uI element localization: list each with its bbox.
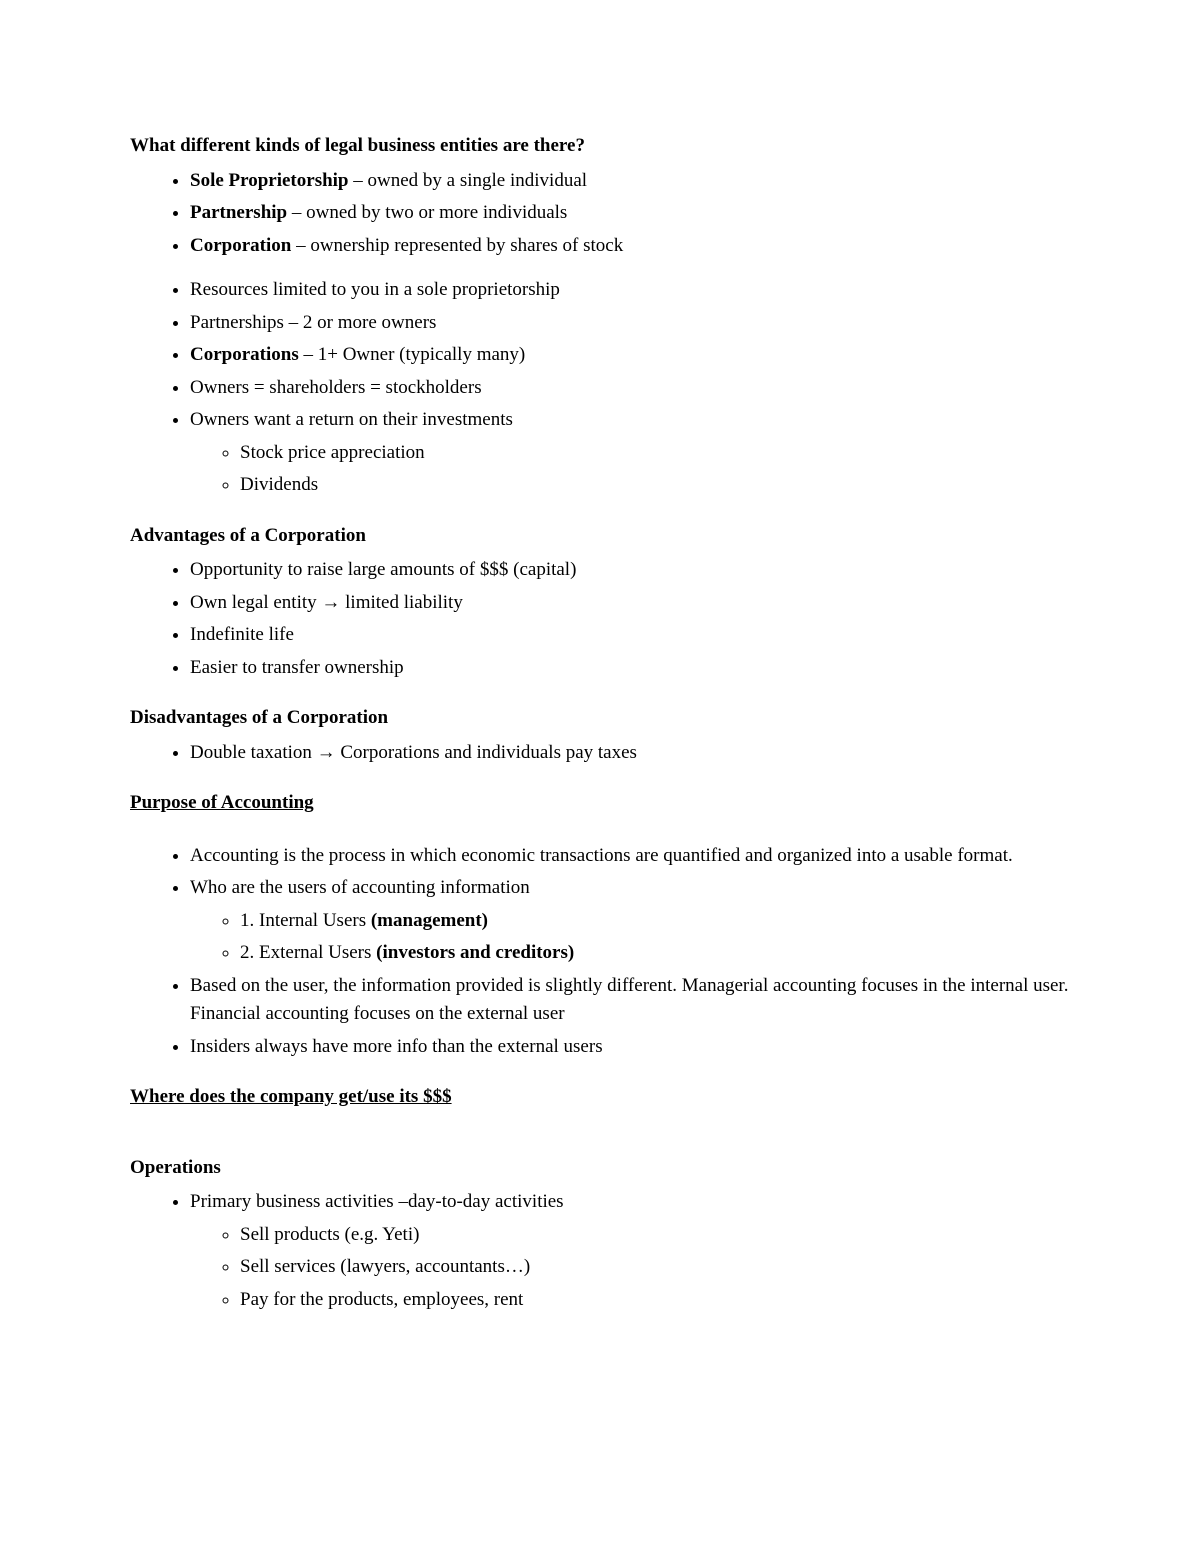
heading-where: Where does the company get/use its $$$: [130, 1083, 1070, 1112]
item-text: Who are the users of accounting informat…: [190, 877, 530, 898]
list-item: Accounting is the process in which econo…: [190, 842, 1070, 871]
desc: – 1+ Owner (typically many): [299, 344, 526, 365]
item-text: Owners want a return on their investment…: [190, 409, 513, 430]
list-item: Resources limited to you in a sole propr…: [190, 276, 1070, 305]
term: Corporation: [190, 235, 291, 256]
list-item: Stock price appreciation: [240, 439, 1070, 468]
list-disadvantages: Double taxation → Corporations and indiv…: [130, 739, 1070, 768]
list-item: Owners = shareholders = stockholders: [190, 374, 1070, 403]
list-item: Corporations – 1+ Owner (typically many): [190, 341, 1070, 370]
list-item: Sole Proprietorship – owned by a single …: [190, 167, 1070, 196]
heading-disadvantages: Disadvantages of a Corporation: [130, 704, 1070, 733]
list-item: Dividends: [240, 471, 1070, 500]
desc: – owned by a single individual: [349, 170, 588, 191]
list-item: Double taxation → Corporations and indiv…: [190, 739, 1070, 768]
list-entities-2: Resources limited to you in a sole propr…: [130, 276, 1070, 500]
list-item: Corporation – ownership represented by s…: [190, 232, 1070, 261]
term: Corporations: [190, 344, 299, 365]
list-item: Easier to transfer ownership: [190, 654, 1070, 683]
term: Sole Proprietorship: [190, 170, 349, 191]
heading-operations: Operations: [130, 1154, 1070, 1183]
spacer: [130, 824, 1070, 838]
heading-advantages: Advantages of a Corporation: [130, 522, 1070, 551]
heading-purpose: Purpose of Accounting: [130, 789, 1070, 818]
list-item: Based on the user, the information provi…: [190, 972, 1070, 1029]
list-item: Partnership – owned by two or more indiv…: [190, 199, 1070, 228]
list-item: Owners want a return on their investment…: [190, 406, 1070, 500]
list-item: Sell services (lawyers, accountants…): [240, 1253, 1070, 1282]
list-advantages: Opportunity to raise large amounts of $$…: [130, 556, 1070, 682]
list-item: Opportunity to raise large amounts of $$…: [190, 556, 1070, 585]
desc: – owned by two or more individuals: [287, 202, 567, 223]
desc: – ownership represented by shares of sto…: [291, 235, 623, 256]
sublist: 1. Internal Users (management) 2. Extern…: [190, 907, 1070, 968]
spacer: [130, 1118, 1070, 1132]
list-item: Sell products (e.g. Yeti): [240, 1221, 1070, 1250]
list-operations: Primary business activities –day-to-day …: [130, 1188, 1070, 1314]
item-text: Primary business activities –day-to-day …: [190, 1191, 564, 1212]
list-item: Insiders always have more info than the …: [190, 1033, 1070, 1062]
sublist: Sell products (e.g. Yeti) Sell services …: [190, 1221, 1070, 1315]
list-item: 2. External Users (investors and credito…: [240, 939, 1070, 968]
list-item: 1. Internal Users (management): [240, 907, 1070, 936]
bold-term: (investors and creditors): [376, 942, 574, 963]
list-purpose: Accounting is the process in which econo…: [130, 842, 1070, 1062]
bold-term: (management): [371, 910, 488, 931]
sublist: Stock price appreciation Dividends: [190, 439, 1070, 500]
list-item: Pay for the products, employees, rent: [240, 1286, 1070, 1315]
list-item: Indefinite life: [190, 621, 1070, 650]
list-item: Primary business activities –day-to-day …: [190, 1188, 1070, 1314]
list-entities-1: Sole Proprietorship – owned by a single …: [130, 167, 1070, 261]
list-item: Who are the users of accounting informat…: [190, 874, 1070, 968]
prefix: 1. Internal Users: [240, 910, 371, 931]
term: Partnership: [190, 202, 287, 223]
list-item: Own legal entity → limited liability: [190, 589, 1070, 618]
list-item: Partnerships – 2 or more owners: [190, 309, 1070, 338]
heading-entities: What different kinds of legal business e…: [130, 132, 1070, 161]
prefix: 2. External Users: [240, 942, 376, 963]
